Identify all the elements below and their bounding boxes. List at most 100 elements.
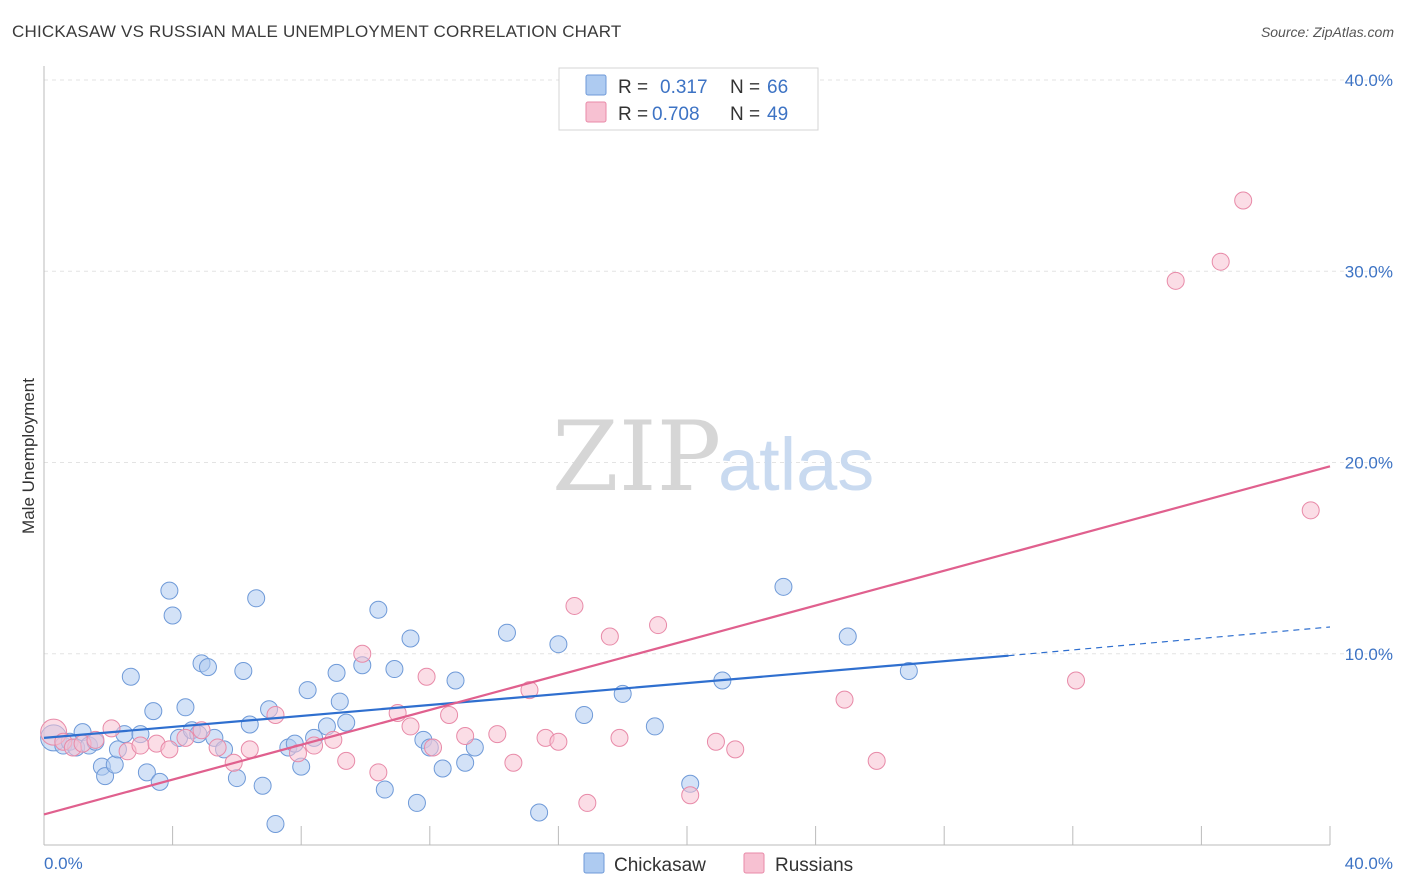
russians-point	[102, 719, 121, 738]
chickasaw-point	[96, 767, 115, 786]
russians-point	[504, 753, 523, 772]
russians-point	[1067, 671, 1086, 690]
russians-point	[1211, 252, 1230, 271]
chickasaw-point	[327, 663, 346, 682]
chickasaw-r-value: 0.317	[660, 77, 708, 98]
y-tick-label-40: 40.0%	[1345, 71, 1393, 90]
russians-point	[440, 705, 459, 724]
chickasaw-series-swatch	[583, 852, 605, 874]
chickasaw-point	[456, 753, 475, 772]
watermark-atlas: atlas	[718, 423, 874, 506]
russians-point	[353, 644, 372, 663]
chickasaw-point	[465, 738, 484, 757]
chickasaw-point	[899, 661, 918, 680]
grid-lines	[44, 79, 1393, 655]
russians-point	[578, 793, 597, 812]
chickasaw-point	[121, 667, 140, 686]
russians-point	[401, 717, 420, 736]
chickasaw-point	[375, 780, 394, 799]
russians-point	[86, 730, 105, 749]
russians-point	[417, 667, 436, 686]
russians-point	[424, 738, 443, 757]
russians-point	[337, 751, 356, 770]
chickasaw-n-value: 66	[767, 77, 788, 98]
chickasaw-point	[176, 698, 195, 717]
russians-point	[192, 721, 211, 740]
y-tick-label-30: 30.0%	[1345, 262, 1393, 281]
russians-point	[369, 763, 388, 782]
russians-point	[706, 732, 725, 751]
russians-legend-swatch	[585, 101, 607, 123]
chickasaw-point	[144, 702, 163, 721]
source-credit: Source: ZipAtlas.com	[1260, 24, 1394, 40]
russians-n-label: N =	[730, 104, 760, 125]
chickasaw-point	[105, 755, 124, 774]
chickasaw-point	[530, 803, 549, 822]
chickasaw-point	[247, 589, 266, 608]
chickasaw-series-label: Chickasaw	[614, 855, 706, 876]
chickasaw-point	[240, 715, 259, 734]
chickasaw-point	[433, 759, 452, 778]
chickasaw-point	[160, 581, 179, 600]
russians-series-swatch	[743, 852, 765, 874]
y-tick-label-20: 20.0%	[1345, 454, 1393, 473]
russians-point	[176, 728, 195, 747]
russians-point	[1166, 271, 1185, 290]
chickasaw-point	[227, 769, 246, 788]
russians-point	[649, 616, 668, 635]
russians-point	[208, 738, 227, 757]
chickasaw-point	[385, 660, 404, 679]
russians-n-value: 49	[767, 104, 788, 125]
russians-point	[600, 627, 619, 646]
y-axis-tick-labels: 10.0% 20.0% 30.0% 40.0%	[1345, 71, 1393, 664]
russians-series-label: Russians	[775, 855, 853, 876]
russians-trendline	[43, 465, 1331, 816]
russians-point	[1234, 191, 1253, 210]
chickasaw-point	[266, 814, 285, 833]
russians-r-value: 0.708	[652, 104, 700, 125]
chickasaw-point	[549, 635, 568, 654]
chickasaw-point	[838, 627, 857, 646]
chickasaw-point	[234, 661, 253, 680]
chickasaw-point	[645, 717, 664, 736]
chickasaw-point	[407, 793, 426, 812]
chickasaw-point	[497, 623, 516, 642]
chickasaw-trendline-extension	[1008, 626, 1331, 657]
russians-point	[266, 705, 285, 724]
chickasaw-r-label: R =	[618, 77, 648, 98]
chickasaw-trendline	[43, 654, 1009, 739]
chickasaw-point	[253, 776, 272, 795]
chickasaw-point	[337, 713, 356, 732]
russians-point	[488, 725, 507, 744]
chickasaw-point	[369, 600, 388, 619]
chickasaw-point	[774, 577, 793, 596]
chickasaw-point	[163, 606, 182, 625]
russians-point	[565, 596, 584, 615]
trendlines	[43, 465, 1331, 816]
watermark: ZIP atlas	[552, 401, 874, 513]
russians-point	[549, 732, 568, 751]
x-tick-label-min: 0.0%	[44, 854, 83, 873]
russians-point	[867, 751, 886, 770]
russians-point	[305, 736, 324, 755]
russians-points	[40, 191, 1320, 812]
chickasaw-point	[330, 692, 349, 711]
chickasaw-point	[298, 681, 317, 700]
chickasaw-legend-swatch	[585, 74, 607, 96]
russians-point	[160, 740, 179, 759]
chickasaw-n-label: N =	[730, 77, 760, 98]
series-legend: Chickasaw Russians	[583, 852, 853, 876]
chickasaw-points	[40, 577, 918, 833]
russians-point	[1301, 501, 1320, 520]
chickasaw-point	[401, 629, 420, 648]
chart-title: CHICKASAW VS RUSSIAN MALE UNEMPLOYMENT C…	[12, 22, 622, 41]
russians-point	[681, 786, 700, 805]
russians-point	[131, 736, 150, 755]
y-axis-title: Male Unemployment	[19, 378, 38, 534]
russians-point	[456, 726, 475, 745]
watermark-zip: ZIP	[552, 401, 721, 513]
x-tick-label-max: 40.0%	[1345, 854, 1393, 873]
russians-point	[835, 690, 854, 709]
russians-point	[240, 740, 259, 759]
